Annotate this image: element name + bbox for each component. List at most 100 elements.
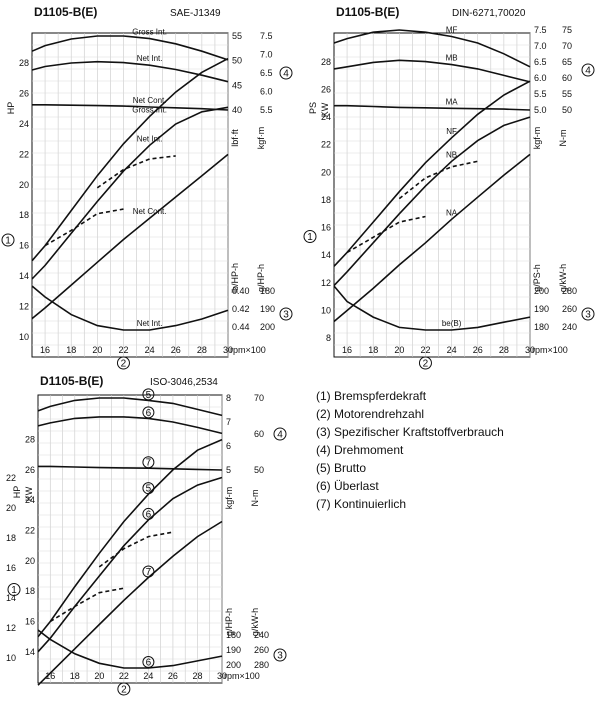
- torque-axis2-tick: 6.0: [260, 87, 273, 97]
- fuel-tick-label: 200: [226, 660, 241, 670]
- power-series-label-label: 6: [146, 509, 152, 520]
- fuel-marker-label: 3: [585, 310, 591, 321]
- power-series-line: [346, 215, 426, 254]
- speed-marker-label: 2: [121, 685, 127, 696]
- power-axis2-tick: 18: [6, 533, 16, 543]
- legend-panel: (1) Bremspferdekraft (2) Motorendrehzahl…: [316, 387, 586, 513]
- torque-tick-label: 6.5: [534, 57, 547, 67]
- torque-series-line: [31, 60, 229, 83]
- power-series-line: [37, 520, 223, 686]
- x-tick-label: 28: [499, 345, 509, 355]
- x-tick-label: 24: [145, 345, 155, 355]
- x-tick-label: 18: [66, 345, 76, 355]
- power-tick-label: 28: [25, 435, 35, 445]
- torque-axis2-tick: 55: [562, 89, 572, 99]
- power-axis2-tick: 10: [6, 653, 16, 663]
- power-axis-label: HP: [12, 486, 22, 499]
- torque-tick-label: 5: [226, 465, 231, 475]
- torque-series-label-ring: [142, 406, 155, 419]
- power-series-line: [333, 80, 531, 267]
- chart-title: D1105-B(E): [40, 374, 103, 388]
- plot-frame: [333, 32, 531, 358]
- power-tick-label: 18: [321, 195, 331, 205]
- torque-series-line: [333, 59, 531, 83]
- torque-axis2-tick: 7.0: [260, 50, 273, 60]
- power-marker-ring: [1, 233, 15, 247]
- torque-axis2-tick: 70: [254, 393, 264, 403]
- power-tick-label: 16: [25, 617, 35, 627]
- x-tick-label: 30: [223, 345, 233, 355]
- torque-axis2-tick: 75: [562, 25, 572, 35]
- x-tick-label: 28: [197, 345, 207, 355]
- power-axis2-tick: 22: [6, 473, 16, 483]
- power-tick-label: 22: [25, 526, 35, 536]
- x-tick-label: 16: [342, 345, 352, 355]
- torque-series-label-ring: [142, 388, 155, 401]
- torque-axis2-tick: 7.5: [260, 31, 273, 41]
- torque-tick-label: 45: [232, 80, 242, 90]
- torque-series-label-label: 6: [146, 408, 152, 419]
- fuel-axis-label: lb/HP-h: [230, 263, 240, 293]
- fuel-axis2-tick: 260: [562, 304, 577, 314]
- torque-tick-label: 5.0: [534, 105, 547, 115]
- power-series-label: Net Int.: [137, 134, 163, 143]
- fuel-series-line: [333, 285, 531, 331]
- power-tick-label: 28: [321, 57, 331, 67]
- torque-marker-label: 4: [277, 430, 283, 441]
- torque-axis2-tick: 70: [562, 41, 572, 51]
- fuel-axis2-tick: 190: [260, 304, 275, 314]
- torque-tick-label: 7: [226, 417, 231, 427]
- fuel-series-label-label: 6: [146, 658, 152, 669]
- power-series-line: [333, 153, 531, 323]
- fuel-axis2-tick: 260: [254, 645, 269, 655]
- x-tick-label: 24: [143, 671, 153, 681]
- torque-axis2-tick: 6.5: [260, 68, 273, 78]
- torque-axis2-tick: 50: [562, 105, 572, 115]
- legend-item-overload: (6) Überlast: [316, 479, 379, 493]
- torque-series-line: [32, 104, 229, 111]
- chart-standard: DIN-6271,70020: [452, 8, 526, 19]
- power-series-line: [37, 476, 223, 653]
- legend-item-continuous: (7) Kontinuierlich: [316, 497, 407, 511]
- x-tick-label: 18: [368, 345, 378, 355]
- fuel-axis2-label: g/kW-h: [250, 608, 260, 636]
- torque-series-label: MF: [446, 25, 458, 34]
- x-tick-label: 16: [45, 671, 55, 681]
- torque-marker-ring: [273, 427, 287, 441]
- power-tick-label: 26: [19, 89, 29, 99]
- power-tick-label: 24: [25, 495, 35, 505]
- chart-title: D1105-B(E): [34, 5, 97, 19]
- x-tick-label: 30: [217, 671, 227, 681]
- power-tick-label: 10: [321, 305, 331, 315]
- fuel-axis2-tick: 200: [260, 322, 275, 332]
- torque-series-label: MA: [446, 97, 459, 106]
- x-tick-label: 28: [192, 671, 202, 681]
- torque-series-label: MB: [446, 54, 458, 63]
- torque-series-label-label: 7: [146, 458, 152, 469]
- torque-series-line: [333, 29, 531, 68]
- torque-tick-label: 5.5: [534, 89, 547, 99]
- power-tick-label: 12: [19, 301, 29, 311]
- fuel-series-label: be(B): [442, 319, 462, 328]
- power-series-label-label: 7: [146, 567, 152, 578]
- torque-marker-ring: [581, 63, 595, 77]
- fuel-tick-label: 0.44: [232, 322, 250, 332]
- fuel-axis2-tick: 240: [254, 630, 269, 640]
- fuel-axis-label: g/PS-h: [532, 264, 542, 292]
- legend-item-gross: (5) Brutto: [316, 461, 367, 475]
- torque-axis2-tick: 65: [562, 57, 572, 67]
- power-tick-label: 26: [321, 84, 331, 94]
- chart-standard: SAE-J1349: [170, 8, 221, 19]
- power-series-line: [31, 57, 229, 262]
- power-tick-label: 28: [19, 58, 29, 68]
- power-tick-label: 18: [19, 210, 29, 220]
- speed-marker-ring: [418, 356, 432, 370]
- torque-series-line: [37, 416, 223, 435]
- power-series-label: NB: [446, 150, 457, 159]
- power-tick-label: 14: [19, 271, 29, 281]
- fuel-axis2-tick: 280: [562, 286, 577, 296]
- torque-tick-label: 6: [226, 441, 231, 451]
- power-axis-label: HP: [6, 102, 16, 115]
- torque-tick-label: 7.0: [534, 41, 547, 51]
